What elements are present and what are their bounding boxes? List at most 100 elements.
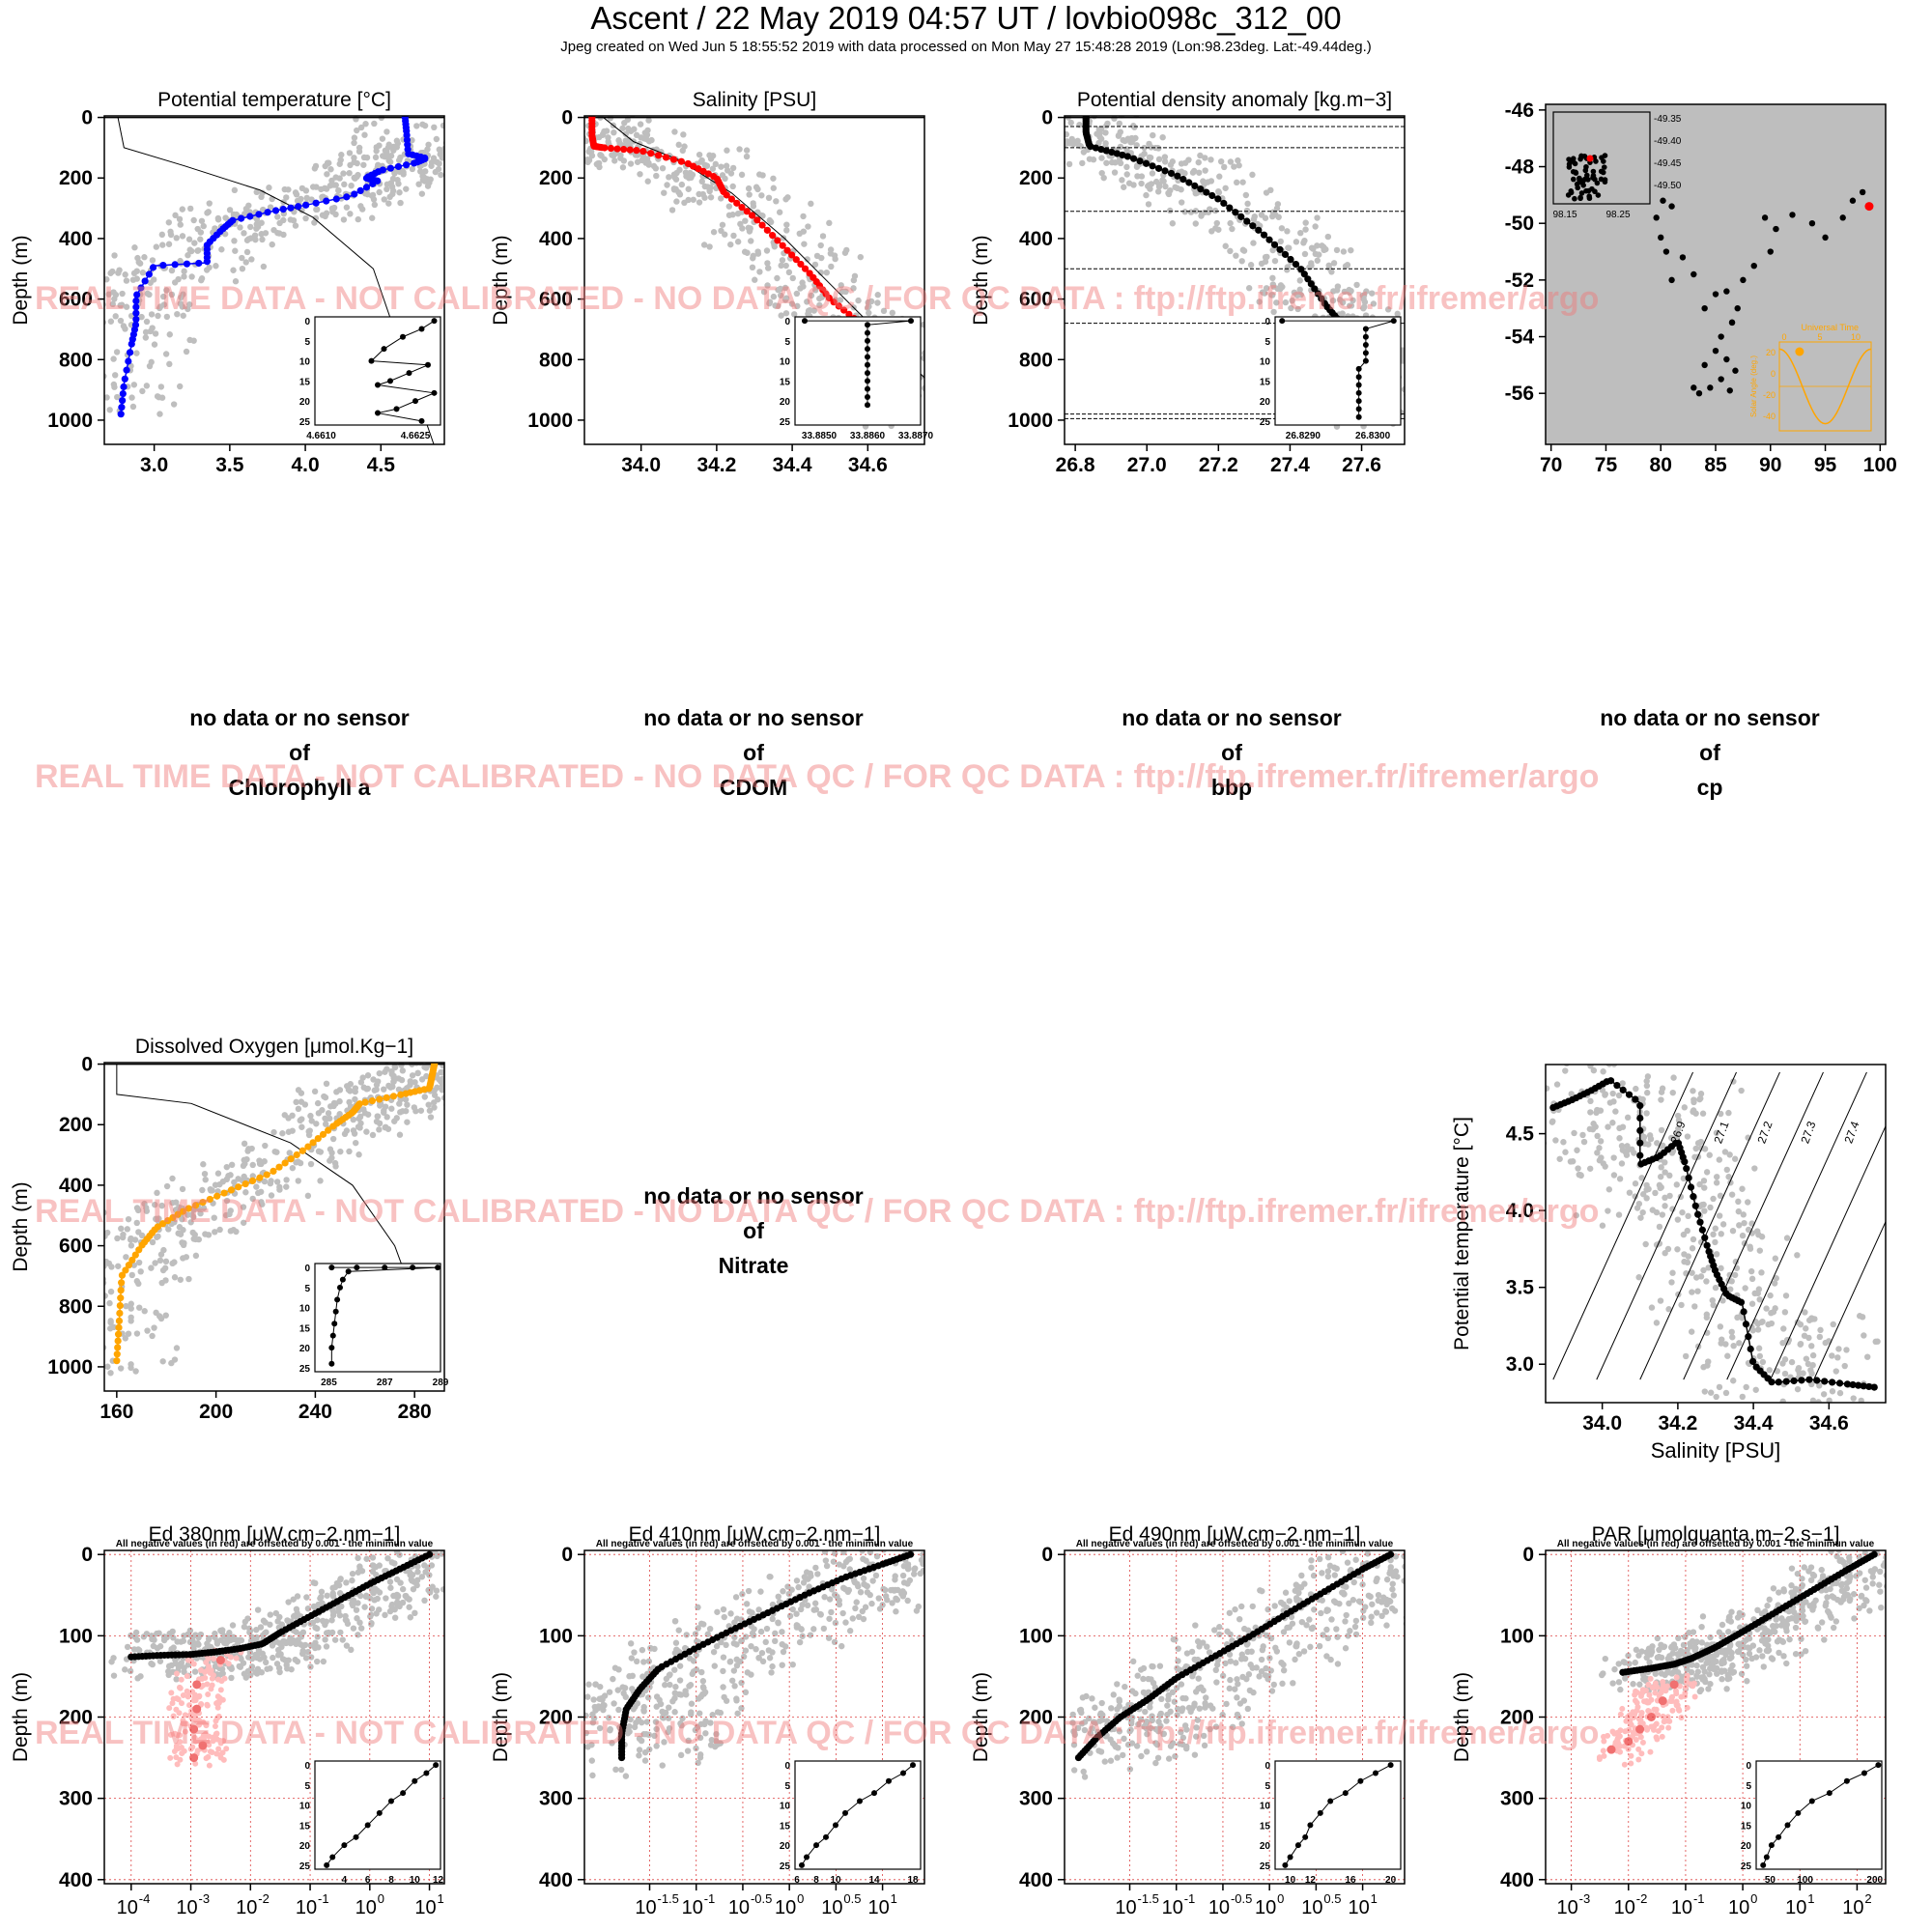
background-profile-point <box>1710 1301 1717 1309</box>
background-profile-point <box>936 380 942 385</box>
background-profile-point <box>1348 246 1354 254</box>
background-profile-point <box>64 387 70 393</box>
background-profile-point <box>643 1719 651 1725</box>
background-profile-point <box>110 355 117 362</box>
background-profile-point <box>476 1088 482 1094</box>
inset-profile-point <box>799 1861 805 1868</box>
background-profile-point <box>718 163 724 170</box>
background-profile-point <box>332 182 339 188</box>
background-profile-point <box>949 1546 954 1551</box>
profile-point <box>738 203 746 212</box>
background-profile-point <box>355 1151 362 1158</box>
background-profile-point <box>1690 1088 1696 1094</box>
negative-value-point <box>189 1724 199 1734</box>
background-profile-point <box>473 1541 479 1547</box>
background-profile-point <box>294 1658 301 1665</box>
background-profile-point <box>351 1130 358 1137</box>
background-profile-point <box>414 1563 421 1570</box>
background-profile-point <box>677 1751 685 1759</box>
background-profile-point <box>162 351 170 357</box>
background-profile-point <box>1149 170 1156 177</box>
profile-point <box>1314 290 1321 298</box>
profile-point <box>1805 1376 1813 1383</box>
background-profile-point <box>104 319 106 326</box>
background-profile-point <box>764 260 771 267</box>
trajectory-point <box>1789 212 1796 218</box>
background-profile-point <box>850 276 858 284</box>
background-profile-point <box>548 120 554 126</box>
background-profile-point <box>293 1640 299 1648</box>
background-profile-point <box>1653 1320 1661 1326</box>
profile-point <box>797 260 805 269</box>
profile-point <box>1835 1379 1844 1387</box>
background-profile-point <box>154 1215 160 1223</box>
background-profile-point <box>738 171 746 179</box>
profile-point <box>825 294 833 302</box>
zoom-trajectory-point <box>1570 156 1577 161</box>
background-profile-point <box>391 1560 398 1567</box>
background-profile-point <box>390 1592 397 1600</box>
y-tick-label: -56 <box>1505 383 1534 405</box>
background-profile-point <box>387 153 395 159</box>
background-profile-point <box>233 1228 240 1236</box>
background-profile-point <box>1522 1099 1528 1105</box>
background-profile-point <box>777 292 784 298</box>
background-profile-point <box>327 166 334 173</box>
background-profile-point <box>756 269 763 275</box>
background-profile-point <box>797 1605 805 1613</box>
background-profile-point <box>1618 1160 1626 1167</box>
background-profile-point <box>1556 1155 1563 1162</box>
x-tick-label: 34.4 <box>1734 1412 1774 1435</box>
background-profile-point <box>163 313 171 321</box>
background-profile-point <box>750 203 757 210</box>
background-profile-point <box>1591 1048 1597 1054</box>
background-profile-point <box>621 119 628 127</box>
background-profile-point <box>1314 214 1321 221</box>
background-profile-point <box>808 200 814 208</box>
profile-point <box>119 389 127 398</box>
background-profile-point <box>661 189 668 196</box>
background-profile-point <box>463 1087 469 1093</box>
background-profile-point <box>303 1594 310 1601</box>
background-profile-point <box>889 1600 895 1606</box>
profile-point <box>1690 1193 1697 1201</box>
background-profile-point <box>898 1590 905 1598</box>
background-profile-point <box>636 1752 642 1759</box>
background-profile-point <box>354 127 360 134</box>
background-profile-point <box>240 1204 247 1210</box>
background-profile-point <box>942 1548 948 1553</box>
background-profile-point <box>1271 257 1279 265</box>
background-profile-point <box>1146 140 1152 148</box>
background-profile-point <box>1690 1096 1697 1103</box>
background-profile-point <box>1202 209 1208 215</box>
background-profile-point <box>818 254 825 262</box>
background-profile-point <box>1736 1340 1743 1347</box>
zoom-trajectory-point <box>1568 188 1575 194</box>
background-profile-point <box>842 288 849 296</box>
background-profile-point <box>775 1619 781 1627</box>
background-profile-point <box>191 240 198 246</box>
profile-point <box>1203 188 1210 196</box>
background-profile-point <box>1329 297 1337 304</box>
background-profile-point <box>780 1588 786 1595</box>
chart-title: Dissolved Oxygen [μmol.Kg−1] <box>135 1036 413 1058</box>
background-profile-point <box>573 132 579 138</box>
background-profile-point <box>231 186 239 194</box>
inset-profile-point <box>354 1264 360 1271</box>
profile-point <box>753 216 761 224</box>
background-profile-point <box>707 1719 714 1726</box>
inset-profile-point <box>813 1842 819 1849</box>
background-profile-point <box>256 1160 264 1167</box>
background-profile-point <box>229 1622 237 1629</box>
x-tick-exponent: -1 <box>318 1891 329 1906</box>
background-profile-point <box>1912 1350 1918 1356</box>
background-profile-point <box>860 1615 867 1623</box>
background-profile-point <box>288 1665 295 1673</box>
profile-point <box>1782 1378 1790 1385</box>
background-profile-point <box>268 1192 275 1199</box>
background-profile-point <box>464 1090 469 1095</box>
background-profile-point <box>307 1663 314 1670</box>
background-profile-point <box>637 121 644 128</box>
inset-profile-point <box>375 382 381 388</box>
background-profile-point <box>730 232 737 240</box>
